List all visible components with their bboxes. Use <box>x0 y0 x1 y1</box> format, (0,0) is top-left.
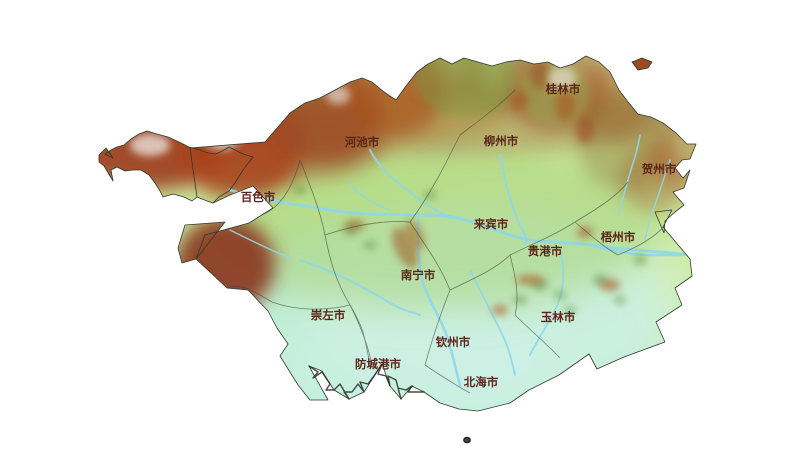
svg-text:防城港市: 防城港市 <box>355 357 401 371</box>
svg-text:来宾市: 来宾市 <box>473 217 509 231</box>
svg-text:贵港市: 贵港市 <box>528 244 563 258</box>
svg-text:钦州市: 钦州市 <box>436 335 471 349</box>
svg-text:北海市: 北海市 <box>464 375 499 389</box>
svg-text:柳州市: 柳州市 <box>484 134 519 148</box>
svg-text:玉林市: 玉林市 <box>541 310 576 324</box>
svg-text:贺州市: 贺州市 <box>641 162 677 176</box>
svg-text:南宁市: 南宁市 <box>401 268 436 282</box>
svg-text:崇左市: 崇左市 <box>311 308 346 322</box>
svg-text:河池市: 河池市 <box>345 135 380 149</box>
svg-text:百色市: 百色市 <box>241 190 276 204</box>
svg-text:梧州市: 梧州市 <box>601 230 636 244</box>
svg-text:桂林市: 桂林市 <box>545 82 581 96</box>
